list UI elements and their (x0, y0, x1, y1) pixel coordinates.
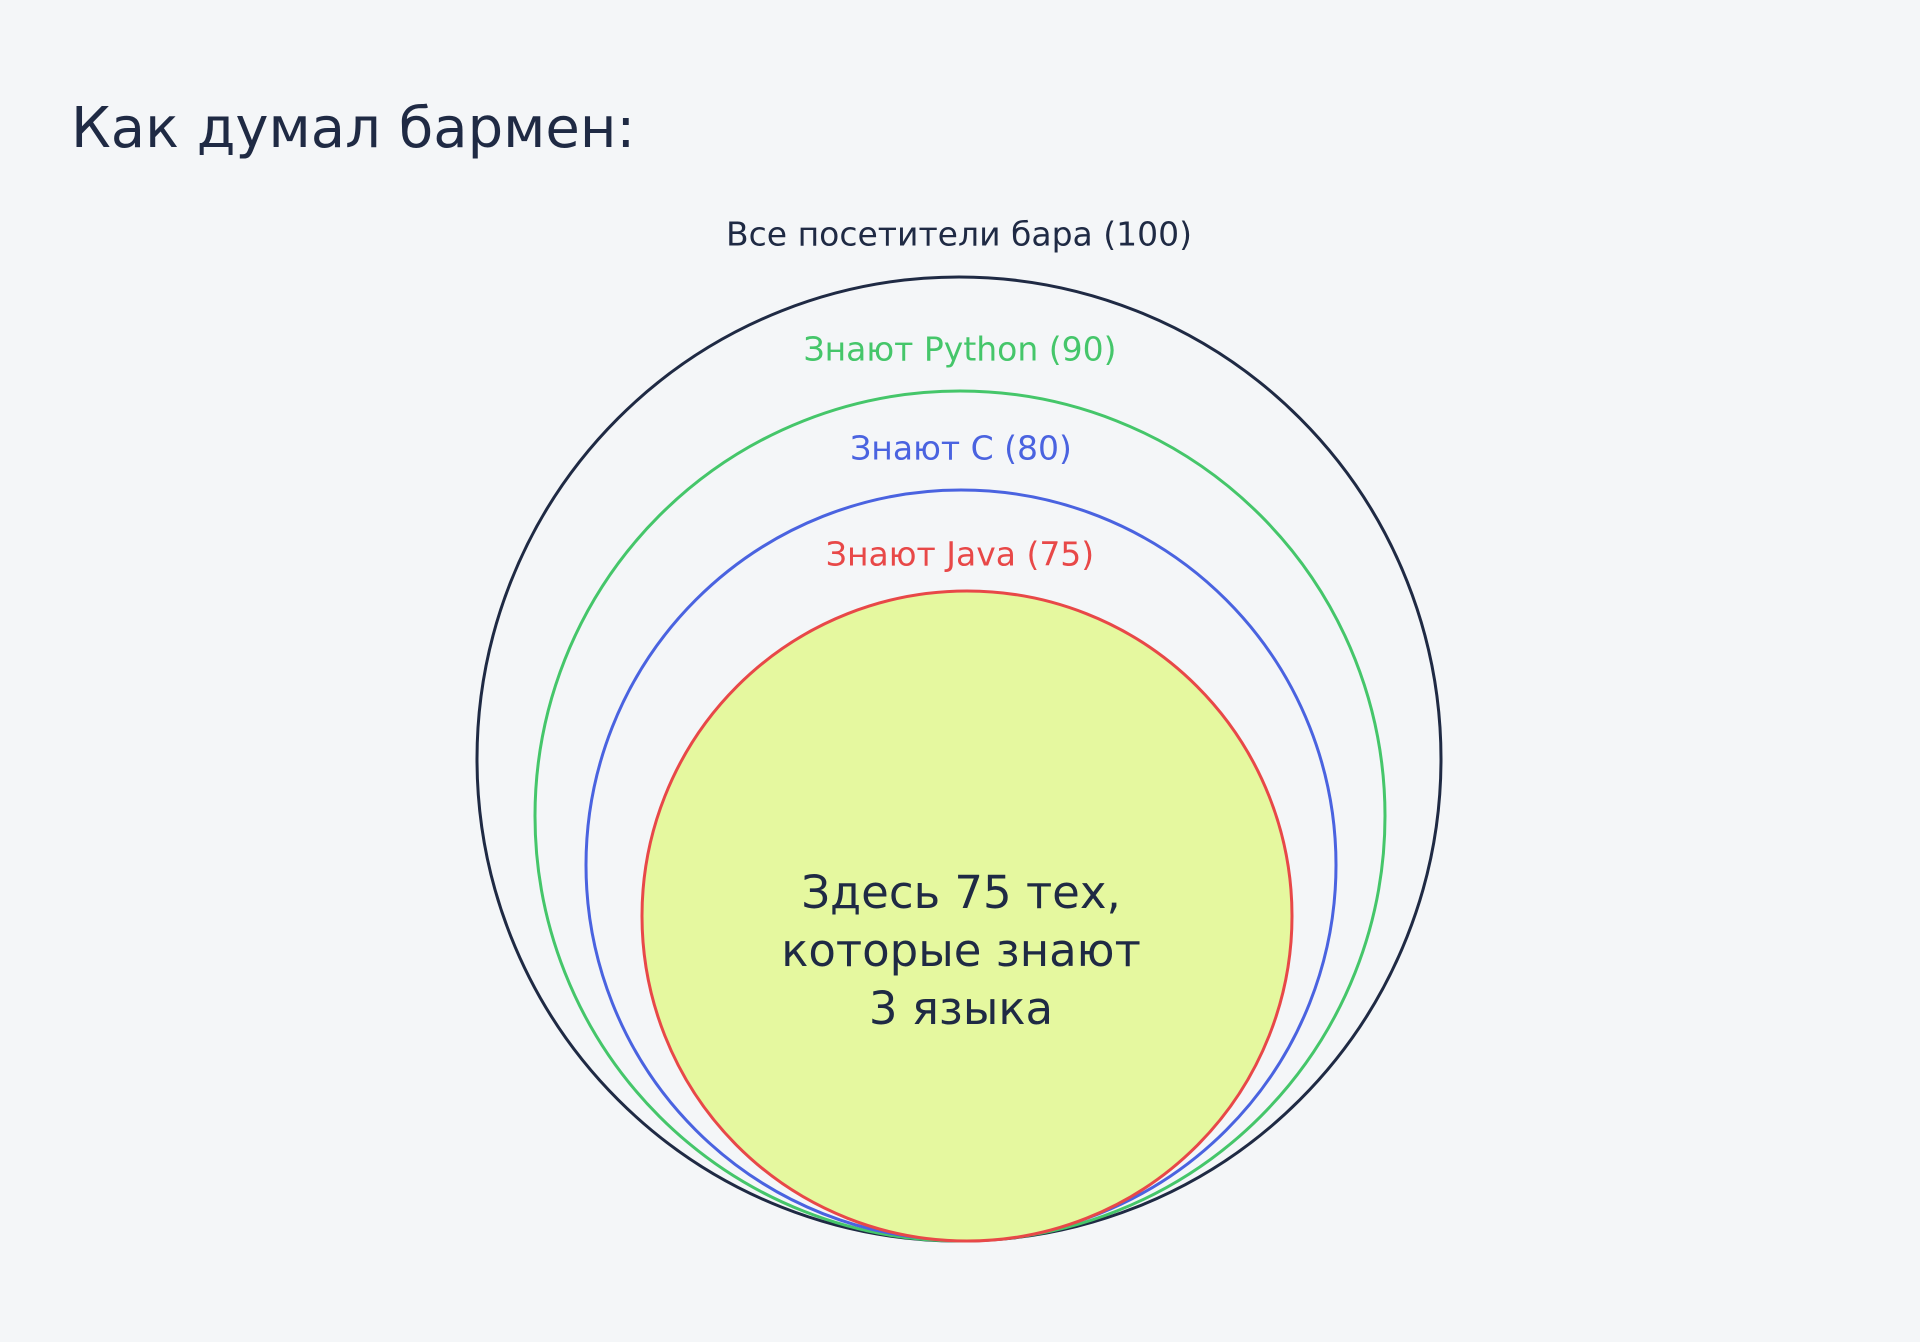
set-label: Все посетители бара (100) (726, 215, 1192, 254)
center-text-line: которые знают (781, 924, 1141, 977)
set-label: Знают Java (75) (826, 535, 1094, 574)
center-text-line: 3 языка (869, 982, 1053, 1035)
center-text-line: Здесь 75 тех, (801, 866, 1121, 919)
title: Как думал бармен: (71, 96, 635, 161)
set-label: Знают C (80) (850, 429, 1072, 468)
set-label: Знают Python (90) (803, 330, 1116, 369)
circle-java (640, 589, 1294, 1243)
